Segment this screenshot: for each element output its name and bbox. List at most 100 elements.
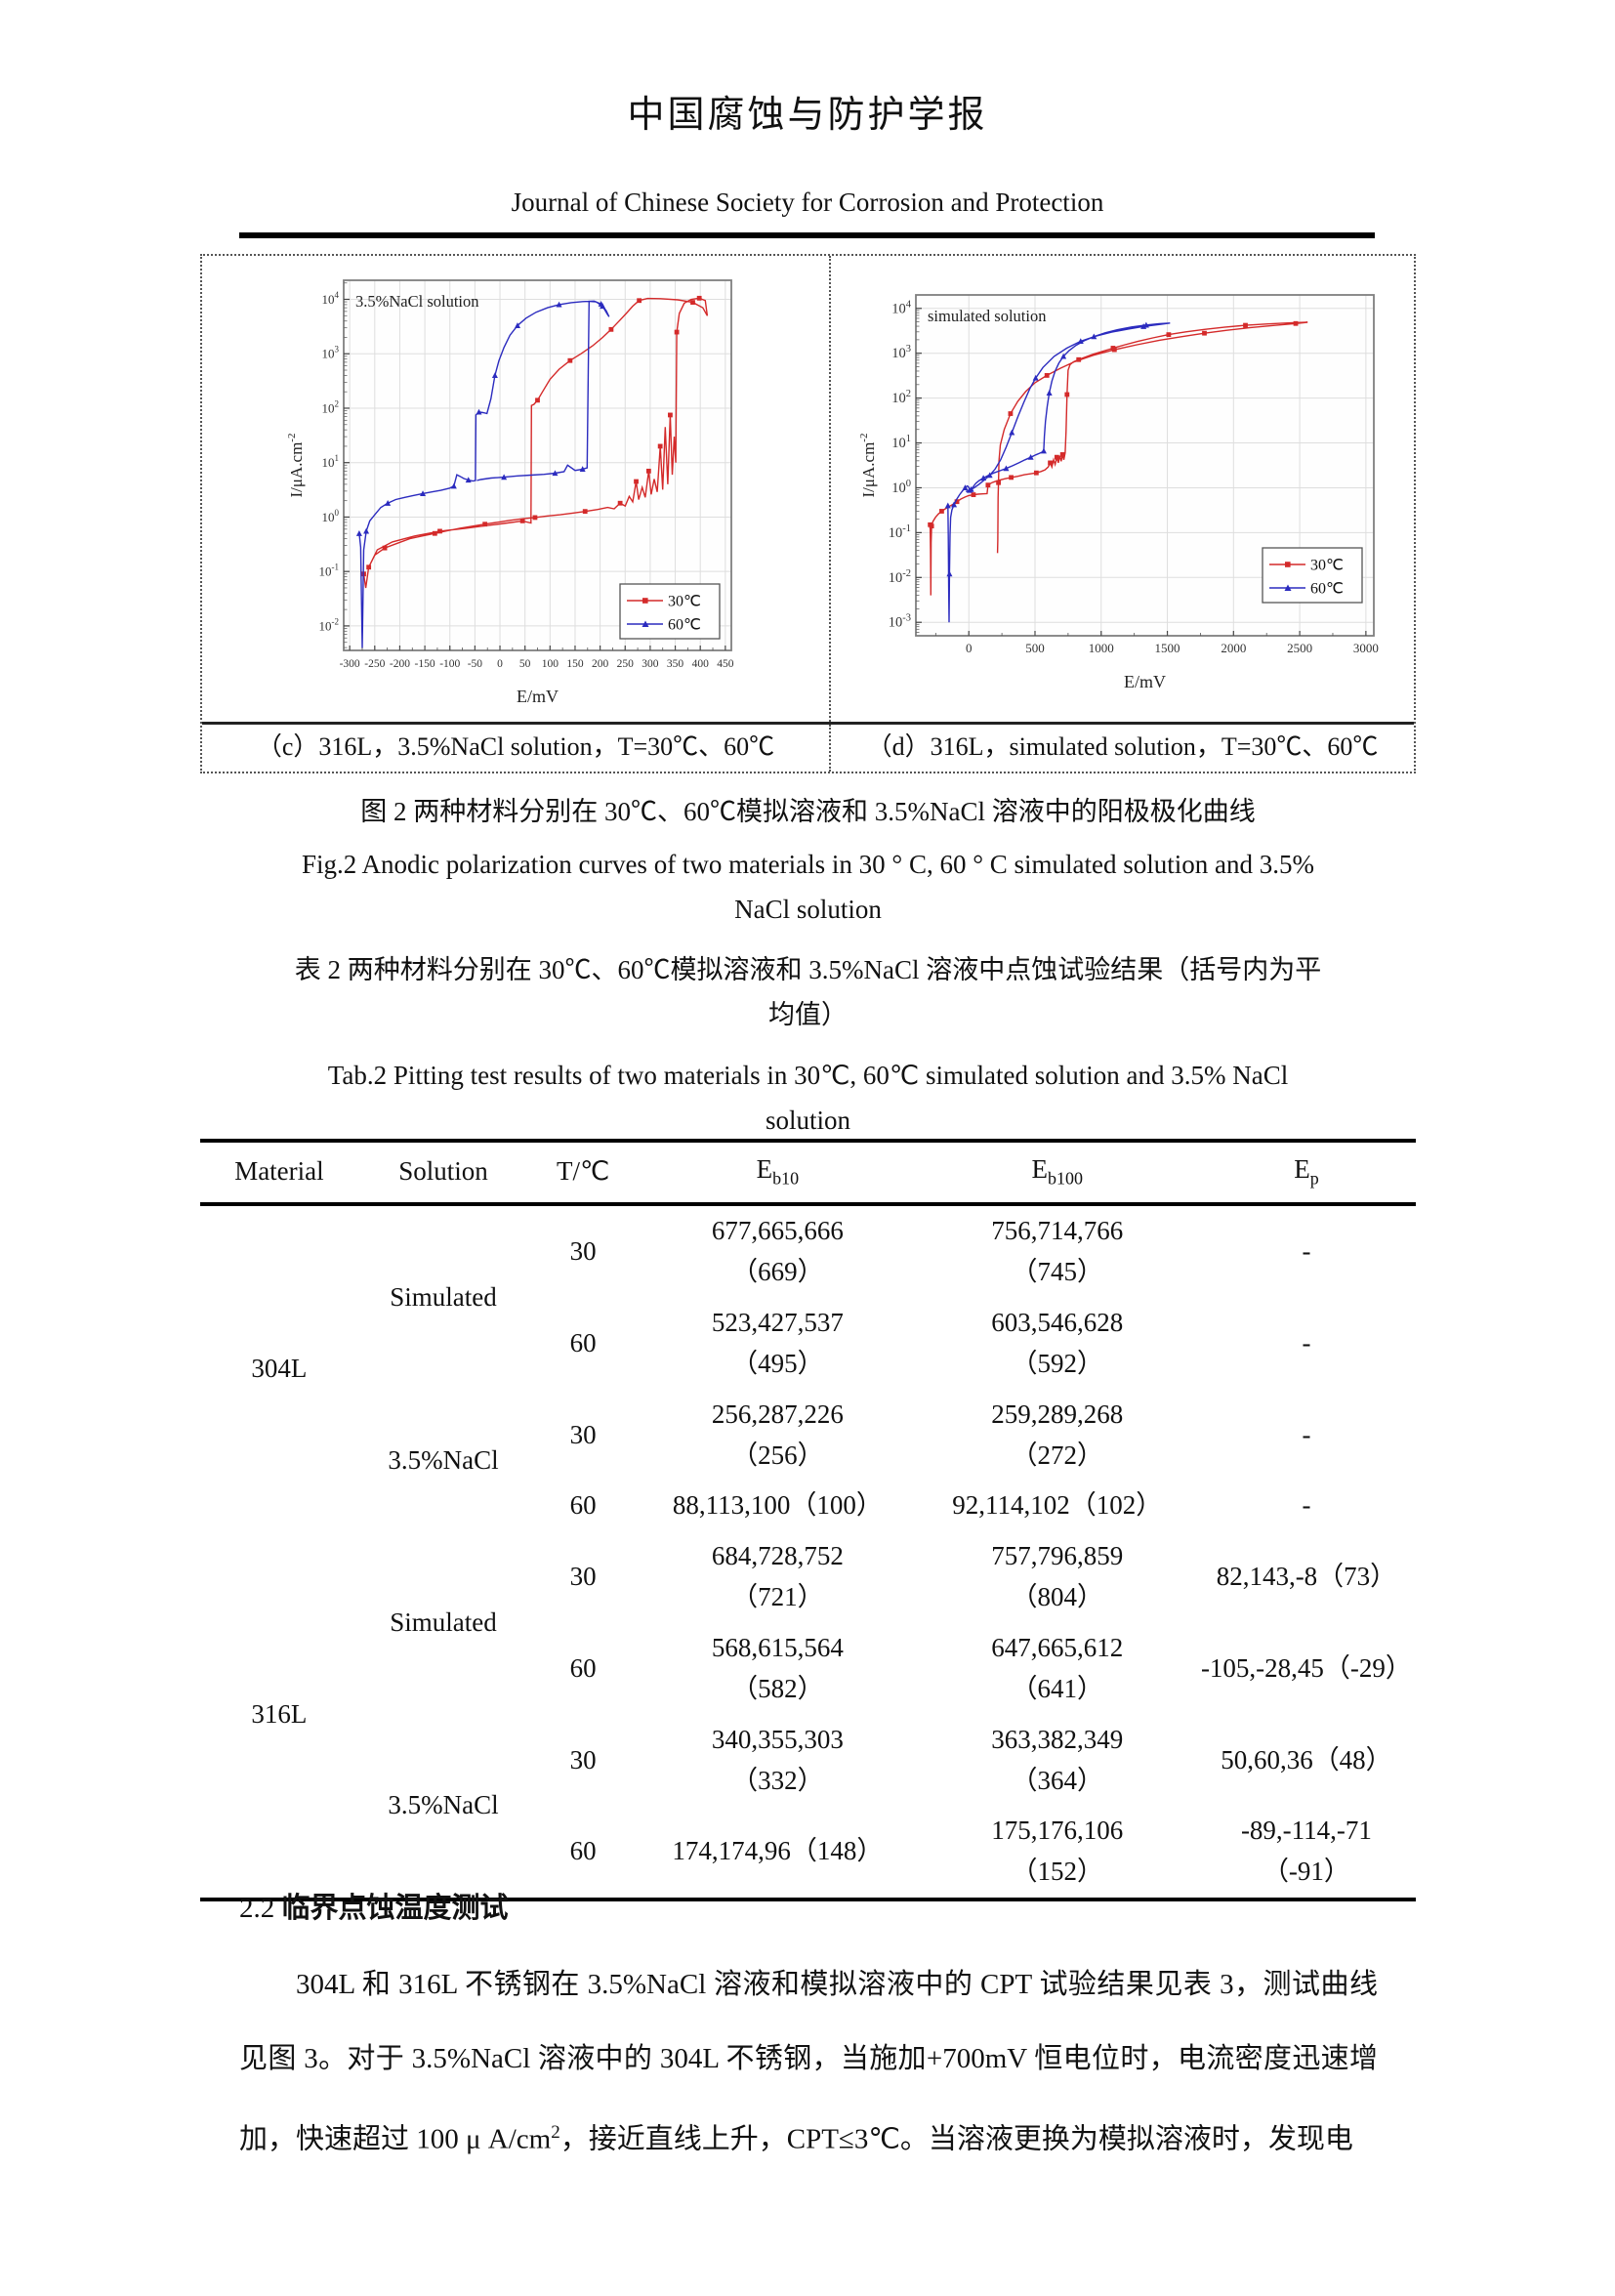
legend: 30℃60℃ bbox=[1261, 546, 1363, 604]
col-header: Solution bbox=[357, 1141, 529, 1207]
section-2-2-heading: 2.2 临界点蚀温度测试 bbox=[239, 1885, 1411, 1926]
paragraph-superscript: 2 bbox=[551, 2122, 560, 2143]
temperature-cell: 60 bbox=[569, 1490, 597, 1521]
figure-2-caption-cn: 图 2 两种材料分别在 30℃、60℃模拟溶液和 3.5%NaCl 溶液中的阳极… bbox=[360, 797, 1256, 826]
figure-2-caption-en-line1: Fig.2 Anodic polarization curves of two … bbox=[302, 850, 1314, 879]
table-row: 3.5%NaCl 30 256,287,226 （256） 259,289,268 （27… bbox=[200, 1390, 1416, 1482]
material-cell: 304L bbox=[251, 1353, 308, 1383]
svg-text:10-3: 10-3 bbox=[888, 612, 910, 630]
col-header: T/℃ bbox=[528, 1141, 639, 1207]
temperature-cell: 60 bbox=[569, 1836, 597, 1866]
eb10-cell: 174,174,96（148） bbox=[672, 1836, 884, 1866]
legend: 30℃60℃ bbox=[619, 582, 721, 640]
caption-subfigure-d: （d）316L，simulated solution，T=30℃、60℃ bbox=[866, 732, 1379, 761]
eb100-cell: 259,289,268 （272） bbox=[991, 1398, 1124, 1470]
table-row: 60 88,113,100（100） 92,114,102（102） - bbox=[200, 1481, 1416, 1531]
table-2-caption-en-line2: solution bbox=[765, 1106, 850, 1135]
table-2-caption-en: Tab.2 Pitting test results of two materi… bbox=[200, 1053, 1416, 1143]
svg-text:102: 102 bbox=[322, 398, 340, 415]
x-axis-label: E/mV bbox=[1124, 672, 1166, 691]
svg-text:1500: 1500 bbox=[1154, 641, 1180, 655]
y-axis-label: I/μA.cm-2 bbox=[287, 433, 306, 497]
ep-cell: 50,60,36（48） bbox=[1221, 1744, 1392, 1774]
svg-text:-300: -300 bbox=[340, 658, 360, 670]
eb10-cell: 523,427,537 （495） bbox=[711, 1308, 844, 1378]
legend-label: 60℃ bbox=[1310, 580, 1344, 597]
chart-annotation: 3.5%NaCl solution bbox=[355, 292, 479, 311]
table-2-caption-cn-line1: 表 2 两种材料分别在 30℃、60℃模拟溶液和 3.5%NaCl 溶液中点蚀试… bbox=[294, 955, 1322, 984]
svg-text:50: 50 bbox=[519, 658, 531, 670]
svg-text:100: 100 bbox=[322, 507, 340, 523]
svg-text:2000: 2000 bbox=[1221, 641, 1246, 655]
series-30℃ bbox=[927, 320, 1307, 596]
eb10-cell: 568,615,564 （582） bbox=[711, 1632, 844, 1703]
pitting-results-table-wrap: Material Solution T/℃ Eb10 Eb100 Ep 304L Simul… bbox=[200, 1139, 1416, 1902]
solution-cell: Simulated bbox=[390, 1282, 497, 1313]
temperature-cell: 30 bbox=[569, 1562, 597, 1592]
svg-text:500: 500 bbox=[1025, 641, 1045, 655]
legend-label: 60℃ bbox=[668, 616, 701, 633]
chart-d-cell: 0 500 1000 1500 2000 2500 3000 104 103 102 101 100 1… bbox=[831, 256, 1414, 722]
polarization-chart-d: 0 500 1000 1500 2000 2500 30001041031021011001… bbox=[859, 293, 1378, 691]
svg-text:-150: -150 bbox=[415, 658, 435, 670]
pitting-results-table: Material Solution T/℃ Eb10 Eb100 Ep 304L Simul… bbox=[200, 1139, 1416, 1902]
eb100-cell: 175,176,106 （152） bbox=[991, 1816, 1124, 1887]
eb100-cell: 756,714,766 （745） bbox=[991, 1216, 1124, 1287]
section-title: 临界点蚀温度测试 bbox=[281, 1893, 509, 1924]
svg-text:2500: 2500 bbox=[1287, 641, 1312, 655]
svg-text:103: 103 bbox=[891, 344, 911, 361]
paragraph-text-2: ，接近直线上升，CPT≤3℃。当溶液更换为模拟溶液时，发现电 bbox=[559, 2123, 1353, 2155]
legend-label: 30℃ bbox=[668, 593, 701, 609]
col-header: Ep bbox=[1196, 1141, 1416, 1207]
table-2-caption-cn: 表 2 两种材料分别在 30℃、60℃模拟溶液和 3.5%NaCl 溶液中点蚀试… bbox=[200, 947, 1416, 1037]
svg-text:0: 0 bbox=[497, 658, 503, 670]
svg-text:103: 103 bbox=[322, 344, 340, 360]
material-cell: 316L bbox=[251, 1698, 308, 1729]
svg-text:1000: 1000 bbox=[1088, 641, 1113, 655]
eb100-cell: 757,796,859 （804） bbox=[991, 1541, 1124, 1612]
eb100-cell: 647,665,612 （641） bbox=[991, 1632, 1124, 1703]
svg-text:101: 101 bbox=[322, 453, 340, 470]
legend-label: 30℃ bbox=[1310, 557, 1344, 573]
svg-text:10-1: 10-1 bbox=[888, 522, 910, 540]
journal-title-cn: 中国腐蚀与防护学报 bbox=[627, 95, 988, 136]
svg-text:400: 400 bbox=[692, 658, 710, 670]
chart-annotation: simulated solution bbox=[928, 307, 1046, 325]
table-row: 3.5%NaCl 30 340,355,303 （332） 363,382,349 （36… bbox=[200, 1715, 1416, 1820]
y-axis-label: I/μA.cm-2 bbox=[859, 433, 878, 497]
svg-text:101: 101 bbox=[891, 434, 911, 451]
col-header: Eb10 bbox=[638, 1141, 918, 1207]
col-header: Eb100 bbox=[917, 1141, 1197, 1207]
table-row: 60 174,174,96（148） 175,176,106 （152） -89,-11… bbox=[200, 1806, 1416, 1899]
ep-cell: -105,-28,45（-29） bbox=[1200, 1652, 1412, 1683]
svg-text:450: 450 bbox=[717, 658, 734, 670]
table-2-caption-en-line1: Tab.2 Pitting test results of two materi… bbox=[327, 1061, 1289, 1090]
eb10-cell: 684,728,752 （721） bbox=[711, 1541, 844, 1612]
ep-cell: 82,143,-8（73） bbox=[1216, 1562, 1397, 1592]
svg-text:104: 104 bbox=[322, 290, 340, 307]
x-axis: 0 500 1000 1500 2000 2500 3000 bbox=[934, 630, 1378, 655]
col-header: Material bbox=[200, 1141, 358, 1207]
temperature-cell: 30 bbox=[569, 1236, 597, 1267]
series-60℃ bbox=[355, 300, 610, 648]
svg-text:3000: 3000 bbox=[1352, 641, 1378, 655]
eb10-cell: 340,355,303 （332） bbox=[711, 1724, 844, 1795]
x-axis-label: E/mV bbox=[517, 687, 559, 706]
body-paragraph: 304L 和 316L 不锈钢在 3.5%NaCl 溶液和模拟溶液中的 CPT … bbox=[239, 1947, 1378, 2177]
svg-text:-50: -50 bbox=[468, 658, 483, 670]
svg-text:150: 150 bbox=[566, 658, 584, 670]
ep-cell: - bbox=[1302, 1236, 1311, 1267]
svg-text:102: 102 bbox=[891, 389, 911, 406]
figure-2-caption-en-line2: NaCl solution bbox=[734, 895, 882, 924]
table-row: 316L Simulated 30 684,728,752 （721） 757,796,8… bbox=[200, 1531, 1416, 1728]
eb10-cell: 88,113,100（100） bbox=[672, 1490, 883, 1521]
y-axis: 104 103 102 101 100 10-1 10-2 bbox=[319, 281, 350, 647]
svg-text:0: 0 bbox=[965, 641, 972, 655]
subfigure-caption-row: （c）316L，3.5%NaCl solution，T=30℃、60℃ （d）3… bbox=[202, 722, 1414, 772]
paragraph-text-1: 304L 和 316L 不锈钢在 3.5%NaCl 溶液和模拟溶液中的 CPT … bbox=[239, 1969, 1378, 2155]
caption-subfigure-c: （c）316L，3.5%NaCl solution，T=30℃、60℃ bbox=[202, 725, 831, 772]
svg-text:350: 350 bbox=[667, 658, 684, 670]
figure-2-caption-en: Fig.2 Anodic polarization curves of two … bbox=[200, 842, 1416, 932]
table-row: 60 523,427,537 （495） 603,546,628 （592） - bbox=[200, 1298, 1416, 1390]
table-header-row: Material Solution T/℃ Eb10 Eb100 Ep bbox=[200, 1141, 1416, 1207]
